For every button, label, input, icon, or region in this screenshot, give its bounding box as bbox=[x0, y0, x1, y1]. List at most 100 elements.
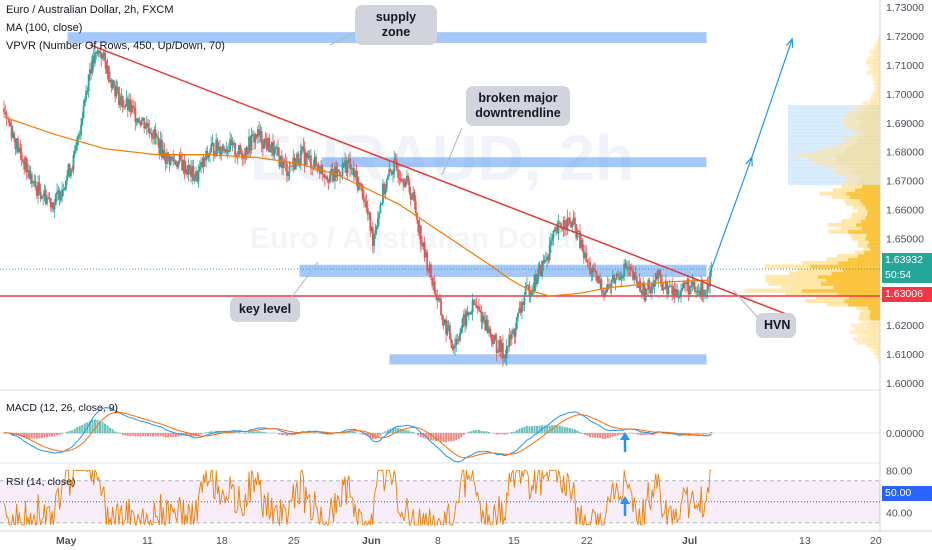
candle-body bbox=[87, 74, 90, 91]
candle-body bbox=[270, 142, 273, 151]
volume-profile-up-bar bbox=[870, 309, 880, 314]
ma-indicator-label[interactable]: MA (100, close) bbox=[6, 22, 83, 34]
macd-histogram-bar bbox=[482, 431, 485, 434]
volume-profile-up-bar bbox=[863, 330, 880, 335]
candle-body bbox=[681, 288, 684, 291]
macd-histogram-bar bbox=[467, 431, 470, 434]
bar-countdown-tag: 50:54 bbox=[882, 268, 932, 283]
key-level-callout: key level bbox=[230, 297, 300, 322]
candle-body bbox=[239, 145, 242, 154]
macd-histogram-bar bbox=[255, 431, 258, 434]
value-area-bg bbox=[788, 136, 880, 141]
rsi-label[interactable]: RSI (14, close) bbox=[6, 476, 76, 488]
candle-body bbox=[596, 275, 599, 281]
volume-profile-down-bar bbox=[846, 174, 862, 179]
candle-body bbox=[690, 285, 693, 288]
volume-profile-up-bar bbox=[860, 198, 880, 203]
candle-body bbox=[61, 189, 64, 197]
candle-body bbox=[202, 157, 205, 168]
value-area-bg bbox=[788, 181, 880, 186]
candle-body bbox=[124, 106, 127, 108]
candle-body bbox=[639, 281, 642, 292]
macd-histogram-bar bbox=[543, 425, 546, 434]
candle-body bbox=[269, 150, 272, 153]
macd-histogram-bar bbox=[614, 433, 617, 436]
candle-body bbox=[531, 289, 533, 295]
macd-histogram-bar bbox=[351, 431, 354, 434]
macd-histogram-bar bbox=[621, 433, 624, 435]
macd-histogram-bar bbox=[594, 433, 597, 438]
candle-body bbox=[232, 142, 235, 144]
macd-histogram-bar bbox=[48, 433, 51, 437]
macd-histogram-bar bbox=[546, 425, 549, 434]
candle-body bbox=[52, 202, 55, 210]
vpvr-indicator-label[interactable]: VPVR (Number Of Rows, 450, Up/Down, 70) bbox=[6, 40, 225, 52]
candle-body bbox=[147, 123, 149, 128]
macd-histogram-bar bbox=[349, 431, 352, 434]
candle-body bbox=[166, 152, 168, 165]
volume-profile-down-bar bbox=[852, 205, 866, 210]
volume-profile-down-bar bbox=[810, 156, 837, 161]
candle-body bbox=[581, 239, 584, 252]
volume-profile-down-bar bbox=[874, 42, 878, 47]
volume-profile-up-bar bbox=[849, 163, 880, 168]
candle-body bbox=[628, 266, 631, 270]
macd-histogram-bar bbox=[571, 428, 574, 434]
volume-profile-up-bar bbox=[831, 271, 880, 276]
volume-profile-down-bar bbox=[841, 219, 862, 224]
volume-profile-up-bar bbox=[876, 87, 880, 92]
candle-body bbox=[436, 296, 439, 301]
macd-histogram-bar bbox=[313, 432, 316, 434]
candle-body bbox=[212, 142, 215, 155]
symbol-title[interactable]: Euro / Australian Dollar, 2h, FXCM bbox=[6, 4, 174, 16]
candle-body bbox=[174, 160, 177, 165]
volume-profile-up-bar bbox=[865, 340, 880, 345]
macd-histogram-bar bbox=[194, 433, 197, 436]
macd-histogram-bar bbox=[30, 433, 33, 439]
candle-body bbox=[493, 334, 495, 345]
macd-histogram-bar bbox=[589, 433, 592, 438]
candle-body bbox=[315, 156, 317, 165]
candle-body bbox=[632, 270, 634, 280]
macd-histogram-bar bbox=[599, 433, 602, 438]
candle-body bbox=[454, 345, 456, 348]
candle-body bbox=[395, 161, 398, 170]
macd-histogram-bar bbox=[445, 433, 448, 443]
volume-profile-down-bar bbox=[840, 226, 862, 231]
candle-body bbox=[169, 156, 172, 165]
macd-histogram-bar bbox=[245, 433, 248, 434]
candle-body bbox=[181, 160, 183, 171]
macd-histogram-bar bbox=[561, 426, 564, 434]
macd-histogram-bar bbox=[159, 433, 162, 437]
candle-body bbox=[111, 80, 114, 88]
macd-label[interactable]: MACD (12, 26, close, 9) bbox=[6, 402, 119, 414]
macd-histogram-bar bbox=[220, 431, 223, 434]
candle-body bbox=[576, 231, 579, 239]
candle-body bbox=[182, 159, 185, 171]
volume-profile-up-bar bbox=[875, 73, 880, 78]
candle-body bbox=[78, 134, 81, 137]
price-axis-tick: 1.70000 bbox=[886, 89, 924, 101]
candle-body bbox=[464, 314, 466, 326]
candle-body bbox=[518, 307, 521, 313]
candle-body bbox=[119, 99, 122, 106]
candle-body bbox=[260, 131, 263, 144]
volume-profile-up-bar bbox=[810, 264, 880, 269]
macd-histogram-bar bbox=[83, 423, 86, 434]
volume-profile-down-bar bbox=[867, 56, 874, 61]
downtrendline-callout: broken major downtrendline bbox=[466, 86, 570, 126]
candle-body bbox=[128, 99, 130, 111]
candle-body bbox=[125, 98, 128, 107]
time-axis-tick: 25 bbox=[288, 535, 300, 547]
candle-body bbox=[466, 311, 469, 316]
candle-body bbox=[349, 158, 351, 169]
volume-profile-down-bar bbox=[797, 267, 843, 272]
candle-body bbox=[574, 217, 576, 225]
candle-body bbox=[587, 261, 590, 263]
value-area-bg bbox=[788, 177, 880, 182]
candle-body bbox=[392, 171, 394, 175]
macd-histogram-bar bbox=[586, 433, 589, 436]
candle-body bbox=[601, 290, 604, 293]
